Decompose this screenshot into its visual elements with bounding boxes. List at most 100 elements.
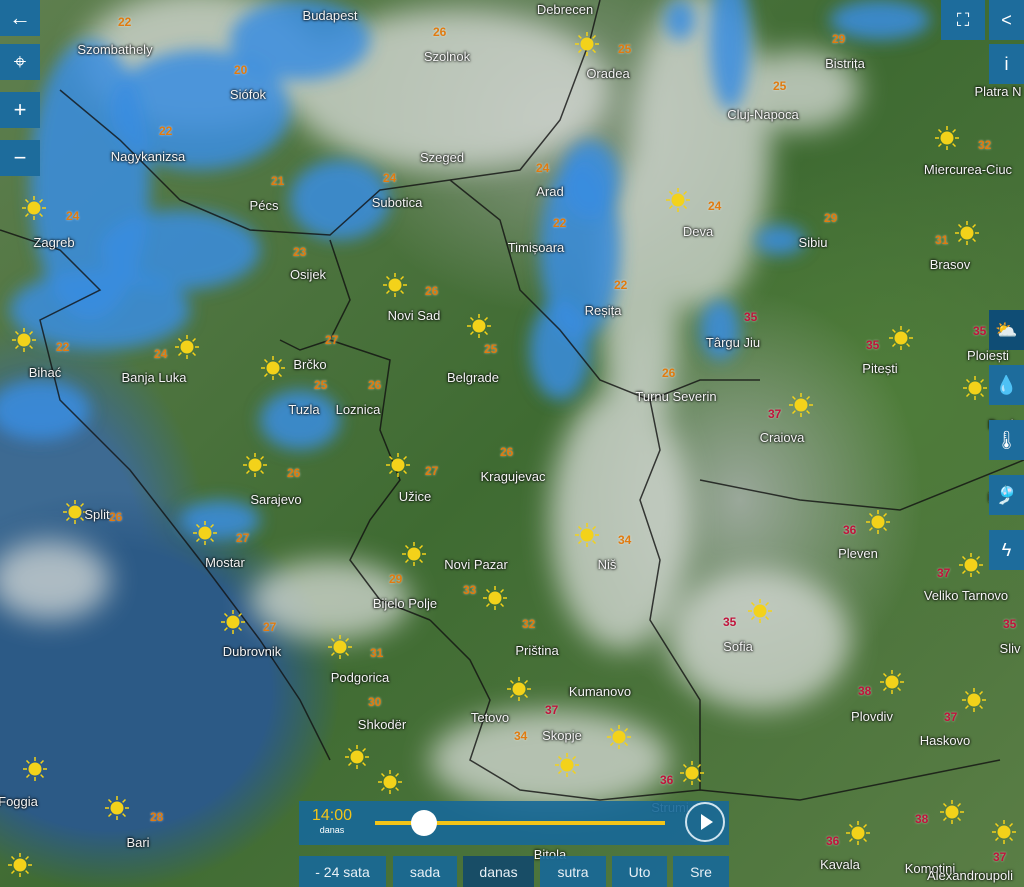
temperature-label: 26	[287, 466, 301, 480]
temperature-label: 38	[915, 812, 929, 826]
time-button[interactable]: danas	[463, 856, 534, 887]
sun-icon	[940, 800, 964, 824]
city-label: Podgorica	[330, 670, 390, 685]
temperature-label: 24	[154, 347, 168, 361]
sun-icon	[221, 610, 245, 634]
cloud-sun-button[interactable]: ⛅	[989, 310, 1024, 350]
rain-drops-button[interactable]: 💧	[989, 365, 1024, 405]
rain-area	[530, 300, 590, 400]
sun-icon	[378, 770, 402, 794]
temperature-label: 25	[773, 79, 787, 93]
city-label: Loznica	[335, 402, 381, 417]
zoom-in-button[interactable]: +	[0, 92, 40, 128]
temperature-label: 31	[935, 233, 949, 247]
time-button[interactable]: Uto	[612, 856, 667, 887]
play-button[interactable]	[685, 802, 725, 842]
sun-icon	[748, 599, 772, 623]
rain-area	[290, 160, 390, 240]
city-label: Platra N	[974, 84, 1022, 99]
time-button[interactable]: Sre	[673, 856, 729, 887]
time-button[interactable]: - 24 sata	[299, 856, 386, 887]
temperature-label: 23	[293, 245, 307, 259]
city-label: Szolnok	[423, 49, 471, 64]
sun-icon	[962, 688, 986, 712]
temperature-label: 22	[159, 124, 173, 138]
temperature-label: 33	[463, 583, 477, 597]
rain-area	[110, 50, 290, 170]
temperature-label: 27	[425, 464, 439, 478]
wind-button[interactable]: 🎐	[989, 475, 1024, 515]
city-label: Sofia	[723, 639, 753, 654]
fullscreen-button[interactable]: ⛶	[941, 0, 985, 40]
temperature-label: 32	[978, 138, 992, 152]
rain-area	[260, 390, 340, 450]
rain-area	[10, 270, 190, 350]
sun-icon	[666, 188, 690, 212]
current-time-display: 14:00 danas	[299, 801, 365, 845]
city-label: Sarajevo	[250, 492, 302, 507]
temperature-label: 36	[843, 523, 857, 537]
wind-icon: 🎐	[995, 484, 1018, 505]
temperature-label: 35	[866, 338, 880, 352]
city-label: Alexandroupoli	[926, 868, 1014, 883]
temperature-label: 26	[109, 510, 123, 524]
sun-icon	[607, 725, 631, 749]
temperature-label: 34	[514, 729, 528, 743]
sun-icon	[483, 586, 507, 610]
sun-icon	[261, 356, 285, 380]
sun-icon	[959, 553, 983, 577]
temperature-label: 20	[234, 63, 248, 77]
time-button[interactable]: sutra	[540, 856, 606, 887]
sun-icon	[507, 677, 531, 701]
temperature-label: 22	[56, 340, 70, 354]
rain-area	[710, 0, 750, 110]
temperature-label: 24	[708, 199, 722, 213]
lightning-button[interactable]: ϟ	[989, 530, 1024, 570]
thermometer-button[interactable]: 🌡	[989, 420, 1024, 460]
back-arrow-button[interactable]: ←	[0, 0, 40, 36]
city-label: Cluj-Napoca	[727, 107, 799, 122]
temperature-label: 27	[263, 620, 277, 634]
city-label: Craiova	[759, 430, 805, 445]
city-label: Užice	[398, 489, 432, 504]
temperature-label: 37	[545, 703, 559, 717]
city-label: Pleven	[838, 546, 878, 561]
city-label: Dubrovnik	[222, 644, 282, 659]
sun-icon	[63, 500, 87, 524]
rain-area	[100, 210, 260, 290]
temperature-label: 32	[522, 617, 536, 631]
city-label: Veliko Tarnovo	[923, 588, 1009, 603]
sun-icon	[575, 32, 599, 56]
temperature-label: 29	[824, 211, 838, 225]
share-icon: <	[1001, 9, 1012, 30]
city-label: Pitești	[862, 361, 898, 376]
rain-area	[700, 300, 740, 360]
share-button[interactable]: <	[989, 0, 1024, 40]
temperature-label: 37	[768, 407, 782, 421]
thermometer-icon: 🌡	[995, 429, 1018, 450]
temperature-label: 36	[660, 773, 674, 787]
fullscreen-icon: ⛶	[956, 9, 970, 30]
sun-icon	[105, 796, 129, 820]
city-label: Debrecen	[536, 2, 594, 17]
temperature-label: 35	[744, 310, 758, 324]
temperature-label: 26	[433, 25, 447, 39]
city-label: Pécs	[249, 198, 279, 213]
info-button[interactable]: i	[989, 44, 1024, 84]
sun-icon	[880, 670, 904, 694]
zoom-out-button[interactable]: −	[0, 140, 40, 176]
locate-button[interactable]: ⌖	[0, 44, 40, 80]
time-button[interactable]: sada	[393, 856, 457, 887]
sun-icon	[383, 273, 407, 297]
timeline-slider-handle[interactable]	[411, 810, 438, 836]
temperature-label: 37	[937, 566, 951, 580]
city-label: Belgrade	[446, 370, 500, 385]
city-label: Siófok	[229, 87, 267, 102]
temperature-label: 30	[368, 695, 382, 709]
timeline-slider-track[interactable]	[375, 821, 665, 825]
city-label: Sibiu	[798, 235, 828, 250]
city-label: Bihać	[28, 365, 62, 380]
sun-icon	[963, 376, 987, 400]
